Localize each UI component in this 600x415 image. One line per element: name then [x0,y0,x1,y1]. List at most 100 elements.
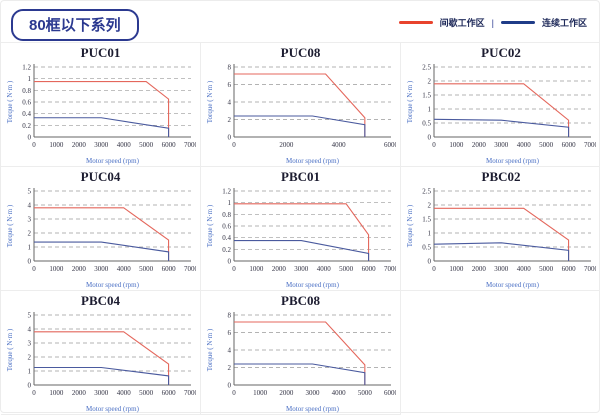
svg-text:7000: 7000 [584,265,596,273]
svg-text:5000: 5000 [139,389,154,397]
chart-card-puc01: PUC01 0 0.2 0.4 0.6 0.8 1 1.2 0 1000 2000 3000 4000… [1,43,201,167]
svg-text:7000: 7000 [384,265,396,273]
svg-text:2: 2 [428,202,432,210]
svg-text:1000: 1000 [49,141,64,149]
svg-text:Torque ( N·m ): Torque ( N·m ) [6,204,14,247]
svg-text:0.6: 0.6 [222,223,231,231]
chart-plot: 0 0.5 1 1.5 2 2.5 0 1000 2000 3000 4000 5000 6000 700… [406,64,596,166]
svg-text:Motor speed (rpm): Motor speed (rpm) [486,157,540,165]
svg-text:6000: 6000 [384,141,396,149]
svg-text:1.2: 1.2 [222,188,231,196]
svg-text:3: 3 [28,340,32,348]
svg-text:0.8: 0.8 [222,211,231,219]
svg-text:0: 0 [32,265,36,273]
svg-text:2000: 2000 [272,265,287,273]
svg-text:Motor speed (rpm): Motor speed (rpm) [86,281,140,289]
intermittent-zone-label: 间歇工作区 [439,18,485,28]
svg-text:5000: 5000 [139,141,154,149]
chart-plot: 0 0.2 0.4 0.6 0.8 1 1.2 0 1000 2000 3000 4000 5000 60… [206,188,396,290]
svg-text:1: 1 [28,75,32,83]
svg-text:1: 1 [28,368,32,376]
svg-text:Torque ( N·m ): Torque ( N·m ) [6,80,14,123]
svg-text:1: 1 [428,230,432,238]
svg-text:1.2: 1.2 [22,64,31,72]
chart-legend: 间歇工作区 | 连续工作区 [398,16,587,29]
svg-text:4000: 4000 [332,141,347,149]
svg-text:Torque ( N·m ): Torque ( N·m ) [206,328,214,371]
chart-title: PUC02 [481,45,521,60]
svg-text:4: 4 [228,99,232,107]
svg-text:4000: 4000 [117,141,132,149]
svg-text:0: 0 [228,258,232,266]
chart-title: PBC01 [281,169,320,184]
svg-text:2000: 2000 [72,141,87,149]
svg-text:4: 4 [28,202,32,210]
chart-title: PBC02 [481,169,521,184]
series-title-badge: 80框以下系列 [11,9,139,41]
chart-plot: 0 1 2 3 4 5 0 1000 2000 3000 4000 5000 6000 7000 Motor… [6,188,196,290]
svg-text:7000: 7000 [184,265,196,273]
chart-card-puc02: PUC02 0 0.5 1 1.5 2 2.5 0 1000 2000 3000 4000 5000 6… [401,43,600,167]
svg-text:6000: 6000 [162,265,177,273]
page-header: 80框以下系列 间歇工作区 | 连续工作区 [1,1,599,42]
svg-text:0.4: 0.4 [22,110,31,118]
legend-separator: | [491,17,494,28]
chart-card-pbc08: PBC08 0 2 4 6 8 0 1000 2000 3000 4000 5000 6000 Moto… [201,291,401,415]
chart-card-pbc01: PBC01 0 0.2 0.4 0.6 0.8 1 1.2 0 1000 2000 3000 4000… [201,167,401,291]
svg-text:Motor speed (rpm): Motor speed (rpm) [86,157,140,165]
svg-text:6000: 6000 [162,141,177,149]
svg-text:5000: 5000 [358,389,373,397]
svg-text:Motor speed (rpm): Motor speed (rpm) [286,405,340,413]
svg-text:Torque ( N·m ): Torque ( N·m ) [406,204,414,247]
svg-text:0: 0 [432,265,436,273]
svg-text:4000: 4000 [332,389,347,397]
svg-text:Motor speed (rpm): Motor speed (rpm) [86,405,140,413]
svg-text:2000: 2000 [279,141,294,149]
svg-text:2000: 2000 [472,265,487,273]
svg-text:5000: 5000 [339,265,354,273]
svg-text:1.5: 1.5 [422,216,431,224]
svg-text:0: 0 [232,389,236,397]
svg-text:4: 4 [228,347,232,355]
svg-text:6000: 6000 [384,389,396,397]
svg-text:0.4: 0.4 [222,234,231,242]
chart-card-puc08: PUC08 0 2 4 6 8 0 2000 4000 6000 Motor speed (rpm… [201,43,401,167]
svg-text:Motor speed (rpm): Motor speed (rpm) [286,281,340,289]
svg-text:5000: 5000 [539,141,554,149]
svg-text:3000: 3000 [494,265,509,273]
chart-plot: 0 1 2 3 4 5 0 1000 2000 3000 4000 5000 6000 7000 Motor… [6,312,196,414]
svg-text:0.8: 0.8 [22,87,31,95]
svg-text:Motor speed (rpm): Motor speed (rpm) [486,281,540,289]
svg-text:8: 8 [228,64,232,72]
svg-text:1: 1 [228,199,232,207]
svg-text:5: 5 [28,188,32,196]
svg-text:Torque ( N·m ): Torque ( N·m ) [206,204,214,247]
svg-text:0: 0 [428,134,432,142]
svg-text:1000: 1000 [449,265,464,273]
svg-text:0.5: 0.5 [422,244,431,252]
svg-text:3: 3 [28,216,32,224]
svg-text:5000: 5000 [539,265,554,273]
svg-text:6000: 6000 [362,265,377,273]
svg-text:7000: 7000 [184,389,196,397]
svg-text:0: 0 [432,141,436,149]
svg-text:0: 0 [28,134,32,142]
svg-text:0.5: 0.5 [422,120,431,128]
chart-plot: 0 2 4 6 8 0 2000 4000 6000 Motor speed (rpm) Torqu… [206,64,396,166]
svg-text:2000: 2000 [72,389,87,397]
chart-title: PUC04 [80,169,121,184]
svg-text:0: 0 [228,382,232,390]
svg-text:3000: 3000 [294,265,309,273]
chart-plot: 0 2 4 6 8 0 1000 2000 3000 4000 5000 6000 Motor spee… [206,312,396,414]
svg-text:5: 5 [28,312,32,320]
svg-text:0: 0 [228,134,232,142]
svg-text:1: 1 [28,244,32,252]
svg-text:0: 0 [32,141,36,149]
chart-plot: 0 0.5 1 1.5 2 2.5 0 1000 2000 3000 4000 5000 6000 700… [406,188,596,290]
svg-text:8: 8 [228,312,232,320]
chart-title: PBC04 [81,293,120,308]
svg-text:0: 0 [28,258,32,266]
svg-text:2.5: 2.5 [422,188,431,196]
svg-text:2.5: 2.5 [422,64,431,72]
empty-cell [401,291,600,415]
